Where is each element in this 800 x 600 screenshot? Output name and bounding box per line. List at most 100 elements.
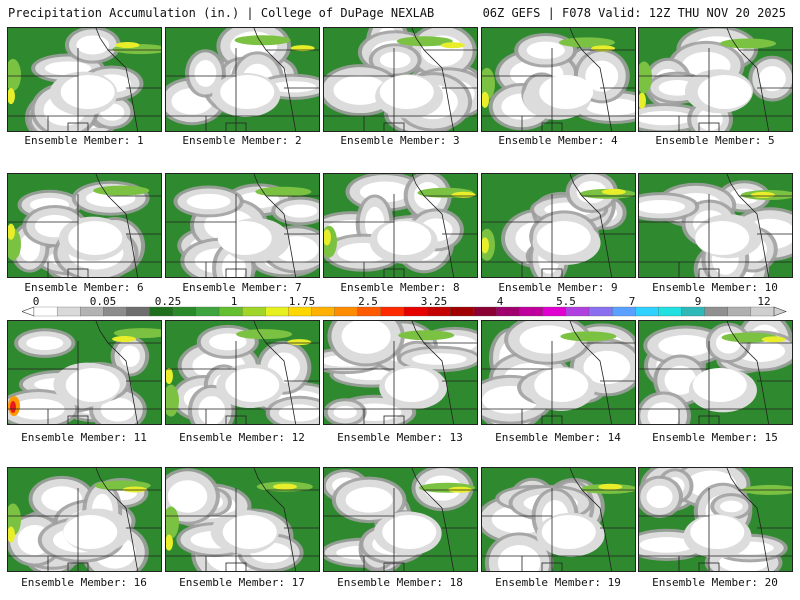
ensemble-member-label: Ensemble Member: 8 [340, 281, 460, 294]
ensemble-member-label: Ensemble Member: 18 [337, 576, 463, 589]
valid-time-label: 06Z GEFS | F078 Valid: 12Z THU NOV 20 20… [482, 6, 786, 20]
precip-map-9 [482, 174, 635, 277]
colorbar-swatch [149, 306, 174, 317]
ensemble-panel-3 [323, 27, 478, 132]
colorbar-swatch [704, 306, 729, 317]
colorbar-right-arrow [773, 306, 787, 317]
colorbar-swatch [588, 306, 613, 317]
colorbar-swatch [126, 306, 151, 317]
ensemble-panel-2 [165, 27, 320, 132]
ensemble-panel-6 [7, 173, 162, 278]
colorbar-tick-label: 1.75 [289, 297, 316, 308]
colorbar-swatch [473, 306, 497, 317]
map-title: Precipitation Accumulation (in.) | Colle… [8, 6, 435, 20]
colorbar-swatch [195, 306, 220, 317]
colorbar-tick-label: 4 [497, 297, 504, 308]
ensemble-member-label: Ensemble Member: 15 [652, 431, 778, 444]
colorbar-swatch [172, 306, 197, 317]
ensemble-panel-7 [165, 173, 320, 278]
ensemble-panel-5 [638, 27, 793, 132]
ensemble-member-label: Ensemble Member: 10 [652, 281, 778, 294]
colorbar-tick-label: 9 [695, 297, 702, 308]
colorbar-swatch [450, 306, 474, 317]
precip-map-12 [166, 321, 319, 424]
colorbar-swatch [103, 306, 127, 317]
colorbar-swatch [334, 306, 359, 317]
colorbar-swatch [403, 306, 428, 317]
colorbar-tick-label: 7 [629, 297, 636, 308]
ensemble-panel-11 [7, 320, 162, 425]
colorbar-svg: 0 0.05 0.25 1 1.75 2.5 3.25 4 5.5 7 9 12 [22, 297, 787, 317]
colorbar-tick-label: 2.5 [358, 297, 378, 308]
colorbar-swatch [611, 306, 636, 317]
colorbar-tick-label: 0.25 [155, 297, 182, 308]
colorbar-swatch [288, 306, 312, 317]
precip-map-7 [166, 174, 319, 277]
ensemble-member-label: Ensemble Member: 9 [498, 281, 618, 294]
colorbar-swatch [658, 306, 682, 317]
ensemble-panel-14 [481, 320, 636, 425]
colorbar-left-arrow [22, 306, 35, 317]
precip-map-16 [8, 468, 161, 571]
colorbar-swatch [56, 306, 81, 317]
ensemble-member-label: Ensemble Member: 2 [182, 134, 302, 147]
ensemble-member-label: Ensemble Member: 13 [337, 431, 463, 444]
precip-map-14 [482, 321, 635, 424]
ensemble-panel-17 [165, 467, 320, 572]
ensemble-member-label: Ensemble Member: 7 [182, 281, 302, 294]
ensemble-panel-9 [481, 173, 636, 278]
colorbar-tick-label: 5.5 [556, 297, 576, 308]
colorbar-swatch [241, 306, 266, 317]
colorbar-swatch [357, 306, 382, 317]
colorbar-swatch [265, 306, 289, 317]
colorbar-swatch [80, 306, 104, 317]
colorbar-swatch [380, 306, 405, 317]
ensemble-member-label: Ensemble Member: 19 [495, 576, 621, 589]
ensemble-member-label: Ensemble Member: 3 [340, 134, 460, 147]
ensemble-panel-20 [638, 467, 793, 572]
ensemble-member-label: Ensemble Member: 6 [24, 281, 144, 294]
precip-map-2 [166, 28, 319, 131]
ensemble-member-label: Ensemble Member: 12 [179, 431, 305, 444]
colorbar-tick-label: 1 [231, 297, 238, 308]
precip-map-5 [639, 28, 792, 131]
ensemble-panel-15 [638, 320, 793, 425]
colorbar-swatch [218, 306, 243, 317]
colorbar-legend: 0 0.05 0.25 1 1.75 2.5 3.25 4 5.5 7 9 12 [22, 297, 790, 319]
ensemble-panel-12 [165, 320, 320, 425]
colorbar-tick-label: 3.25 [421, 297, 448, 308]
precip-map-20 [639, 468, 792, 571]
colorbar-tick-label: 0.05 [90, 297, 117, 308]
ensemble-member-label: Ensemble Member: 16 [21, 576, 147, 589]
ensemble-panel-8 [323, 173, 478, 278]
precip-map-3 [324, 28, 477, 131]
colorbar-swatch [681, 306, 706, 317]
ensemble-panel-18 [323, 467, 478, 572]
ensemble-member-label: Ensemble Member: 11 [21, 431, 147, 444]
colorbar-swatch [750, 306, 775, 317]
precip-map-11 [8, 321, 161, 424]
colorbar-swatch [496, 306, 521, 317]
colorbar-tick-label: 12 [757, 297, 770, 308]
ensemble-member-label: Ensemble Member: 4 [498, 134, 618, 147]
colorbar-swatch [311, 306, 336, 317]
precip-map-8 [324, 174, 477, 277]
precip-map-15 [639, 321, 792, 424]
ensemble-member-label: Ensemble Member: 20 [652, 576, 778, 589]
colorbar-swatch [519, 306, 544, 317]
ensemble-panel-13 [323, 320, 478, 425]
colorbar-swatch [542, 306, 567, 317]
ensemble-member-label: Ensemble Member: 14 [495, 431, 621, 444]
precip-map-18 [324, 468, 477, 571]
ensemble-member-label: Ensemble Member: 1 [24, 134, 144, 147]
colorbar-swatch [426, 306, 451, 317]
colorbar-swatch [565, 306, 590, 317]
colorbar-tick-label: 0 [33, 297, 40, 308]
colorbar-swatch [635, 306, 659, 317]
ensemble-member-label: Ensemble Member: 5 [655, 134, 775, 147]
ensemble-panel-4 [481, 27, 636, 132]
precip-map-6 [8, 174, 161, 277]
ensemble-panel-10 [638, 173, 793, 278]
colorbar-swatch [33, 306, 58, 317]
precip-map-19 [482, 468, 635, 571]
